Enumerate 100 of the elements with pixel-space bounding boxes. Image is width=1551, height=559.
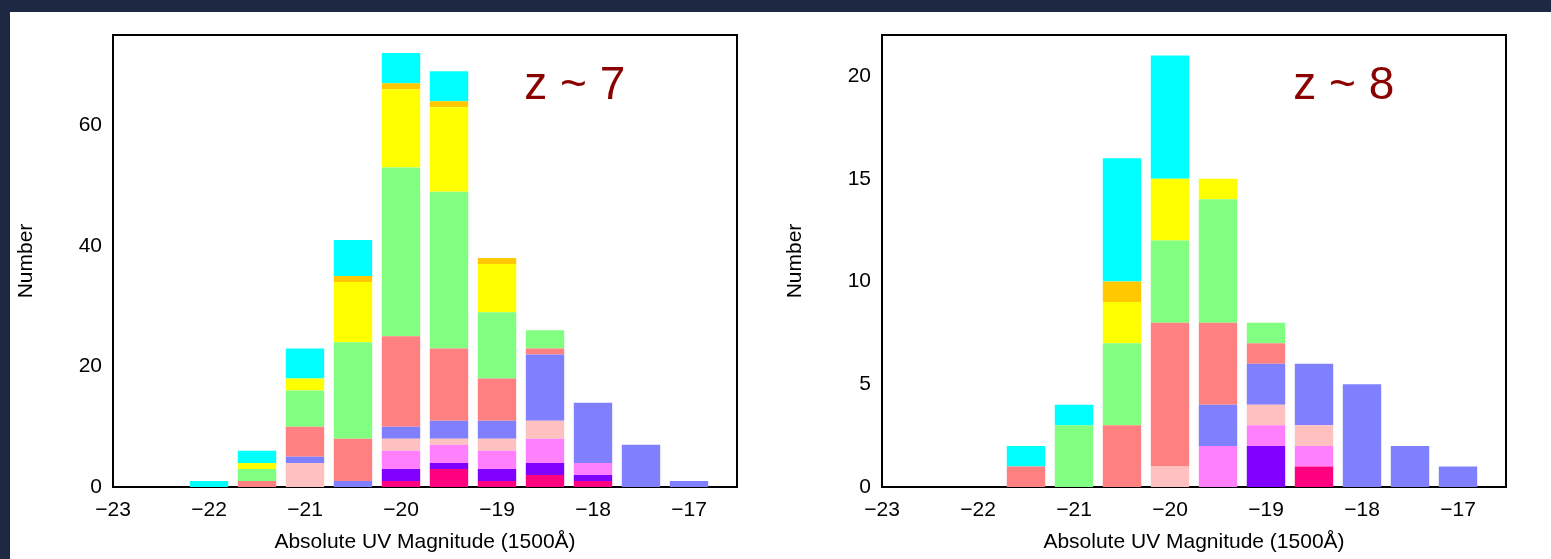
bar <box>525 462 565 475</box>
bar <box>285 426 325 457</box>
y-tick-label: 0 <box>90 473 102 497</box>
bar <box>381 167 421 337</box>
x-tick-label: −17 <box>1440 497 1476 521</box>
bar <box>429 101 469 108</box>
bar <box>333 480 373 487</box>
bar <box>381 336 421 427</box>
bar <box>381 438 421 451</box>
bar <box>237 462 277 469</box>
bar <box>1198 199 1238 323</box>
bar <box>237 468 277 481</box>
annotation: z ~ 8 <box>1293 56 1395 109</box>
x-tick-label: −20 <box>1152 497 1188 521</box>
bar <box>1102 425 1142 487</box>
y-tick-label: 5 <box>859 371 871 395</box>
bar <box>477 480 517 487</box>
y-tick-label: 60 <box>78 112 102 136</box>
bar <box>1150 322 1190 467</box>
bar <box>525 474 565 487</box>
x-tick-label: −19 <box>1248 497 1284 521</box>
bar <box>285 348 325 379</box>
bar <box>1246 445 1286 487</box>
x-axis-title: Absolute UV Magnitude (1500Å) <box>274 529 576 553</box>
bar <box>477 312 517 379</box>
bar <box>429 468 469 487</box>
bar <box>285 456 325 463</box>
x-tick-label: −20 <box>383 497 419 521</box>
bar <box>573 462 613 475</box>
y-tick-label: 0 <box>859 473 871 497</box>
bar <box>429 71 469 102</box>
y-tick-label: 20 <box>78 353 102 377</box>
bar <box>477 257 517 265</box>
bar <box>333 282 373 343</box>
bar <box>285 378 325 391</box>
x-tick-label: −17 <box>671 497 707 521</box>
x-tick-label: −23 <box>95 497 131 521</box>
bar <box>429 348 469 421</box>
bar <box>429 107 469 192</box>
bar <box>1054 425 1094 487</box>
bar <box>381 426 421 439</box>
bar <box>477 438 517 451</box>
bar <box>333 342 373 439</box>
x-tick-label: −21 <box>1056 497 1092 521</box>
bar <box>1102 302 1142 344</box>
bar <box>1438 466 1478 487</box>
bar <box>429 444 469 463</box>
bar <box>1006 445 1046 467</box>
bar <box>1102 158 1142 282</box>
bar <box>669 480 709 487</box>
y-tick-label: 15 <box>847 165 871 189</box>
bar <box>429 462 469 469</box>
bar <box>1246 322 1286 344</box>
bar <box>573 474 613 481</box>
bar <box>429 438 469 445</box>
bar <box>381 468 421 481</box>
bar <box>1390 445 1430 487</box>
bar <box>525 420 565 439</box>
bar <box>1198 322 1238 405</box>
bar <box>381 83 421 90</box>
bar <box>429 420 469 439</box>
bar <box>525 330 565 349</box>
y-tick-label: 20 <box>847 62 871 86</box>
bar <box>1294 445 1334 467</box>
bar <box>381 450 421 469</box>
bar <box>189 480 229 487</box>
x-tick-label: −18 <box>1344 497 1380 521</box>
x-tick-label: −18 <box>575 497 611 521</box>
x-tick-label: −23 <box>864 497 900 521</box>
bar <box>477 420 517 439</box>
y-tick-label: 40 <box>78 232 102 256</box>
bar <box>333 438 373 481</box>
bar <box>573 402 613 463</box>
bar <box>621 444 661 487</box>
bar <box>1150 178 1190 241</box>
bar <box>381 480 421 487</box>
x-tick-label: −19 <box>479 497 515 521</box>
bar <box>1246 404 1286 426</box>
bar <box>525 438 565 463</box>
y-axis-title: Number <box>782 223 806 299</box>
bar <box>285 462 325 487</box>
bar <box>525 354 565 421</box>
bar <box>381 89 421 168</box>
y-axis-title: Number <box>13 223 37 299</box>
bar <box>429 191 469 349</box>
bar <box>1294 363 1334 426</box>
bar <box>1294 466 1334 487</box>
bar <box>333 276 373 283</box>
bar <box>1054 404 1094 426</box>
bar <box>1198 404 1238 446</box>
bar <box>1150 466 1190 487</box>
bar <box>1246 425 1286 446</box>
bar <box>1006 466 1046 487</box>
bar <box>1246 363 1286 405</box>
bar <box>1294 425 1334 446</box>
x-tick-label: −22 <box>960 497 996 521</box>
annotation: z ~ 7 <box>524 56 626 109</box>
bar <box>1198 445 1238 487</box>
y-tick-label: 10 <box>847 268 871 292</box>
bar <box>477 468 517 481</box>
